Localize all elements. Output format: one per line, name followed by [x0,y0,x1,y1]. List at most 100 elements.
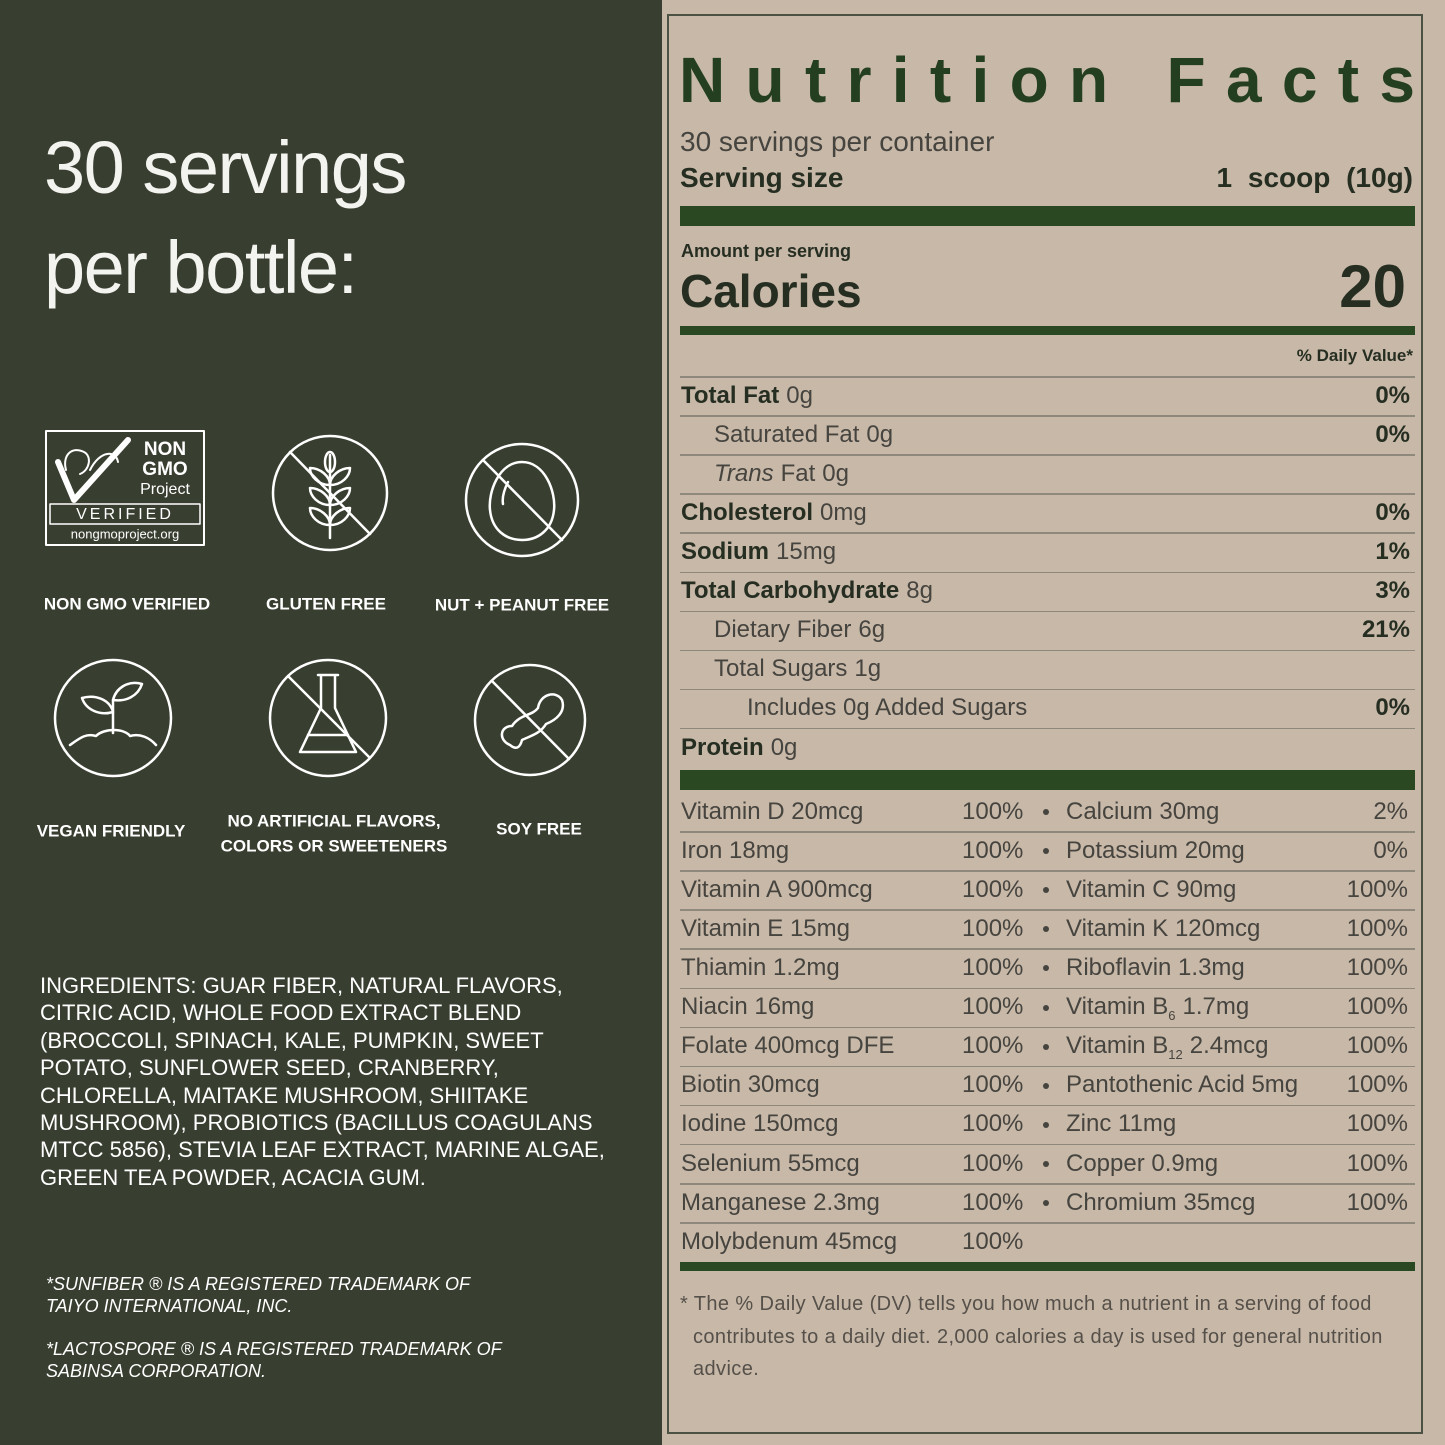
vitamin-name: Vitamin B12 2.4mcg [1066,1032,1268,1070]
vitamin-name: Zinc 11mg [1066,1110,1176,1139]
nutrient-name: Sodium [681,538,769,565]
vitamin-daily-value: 100% [962,954,1024,981]
vitamin-label: Molybdenum 45mcg [681,1227,898,1255]
nutrient-amount: 1g [854,655,882,683]
nutrient-row: Dietary Fiber 6g [714,616,885,645]
vitamin-daily-value: 100% [962,1032,1024,1060]
vitamin-label: Riboflavin 1.3mg [1066,954,1245,981]
nutrient-name: Total Carbohydrate [681,577,900,605]
bullet [1043,926,1049,933]
nutrient-row: Protein 0g [681,734,797,763]
vitamin-daily-value: 100% [962,875,1024,903]
rule [680,1104,1415,1107]
rule [680,1065,1415,1068]
vitamin-label: Copper 0.9mg [1066,1149,1219,1177]
vitamin-label: Vitamin C 90mg [1066,875,1237,903]
vitamin-daily-value: 100% [1346,954,1408,981]
rule [680,649,1415,652]
nutrient-name: Dietary Fiber [714,616,852,644]
nutrient-amount: 6g [858,616,886,644]
bullet [1043,1121,1049,1128]
rule [680,454,1415,456]
daily-value: 0% [1375,420,1410,448]
vitamin-label: Vitamin K 120mcg [1066,914,1261,942]
bullet [1043,1200,1049,1206]
badge-label: NON GMO VERIFIED [44,594,210,613]
nutrition-title: Nutrition Facts [679,50,1415,116]
vitamin-name: Manganese 2.3mg [681,1189,880,1218]
nutrient-row: Cholesterol 0mg [681,499,867,528]
daily-value: 0% [1375,694,1410,722]
logo-text: NON [144,439,186,460]
rule [680,1222,1415,1224]
rule [680,571,1415,573]
vitamin-daily-value: 0% [1373,836,1408,864]
rule [680,831,1415,833]
bullet [1043,1082,1049,1089]
vitamin-daily-value: 100% [1346,1149,1408,1177]
vitamin-daily-value: 100% [962,1071,1024,1099]
vitamin-name: Vitamin B6 1.7mg [1066,993,1249,1031]
nutrient-row: Includes 0g Added Sugars [747,694,1027,723]
vitamin-daily-value: 100% [962,1110,1024,1138]
heading-line: 30 servings [44,126,407,209]
rule [680,948,1415,950]
vitamin-name: Chromium 35mcg [1066,1189,1255,1218]
vitamin-label: Vitamin B [1066,1032,1169,1060]
vitamin-daily-value: 100% [962,993,1024,1021]
rule [680,1183,1415,1185]
thick-rule [680,770,1415,790]
vitamin-daily-value: 100% [962,914,1024,942]
vitamin-name: Riboflavin 1.3mg [1066,954,1245,983]
nutrient-name: Cholesterol [681,498,814,526]
vitamin-daily-value: 100% [1346,875,1408,903]
daily-value: 1% [1375,538,1410,565]
vitamin-name: Vitamin E 15mg [681,915,850,944]
badge-label: NUT + PEANUT FREE [435,595,609,614]
rule [680,1143,1415,1146]
thick-rule [680,206,1415,226]
rule [680,987,1415,989]
vitamin-daily-value: 100% [1346,1032,1408,1060]
rule [680,1026,1415,1029]
nutrient-amount: 15mg [776,538,837,565]
nut-free-icon [464,442,580,558]
rule [680,688,1415,691]
vitamin-name: Selenium 55mcg [681,1150,860,1179]
vitamin-label: Niacin 16mg [681,993,815,1021]
daily-value-header: % Daily Value* [1296,345,1413,365]
nutrient-amount: 0g [786,381,813,409]
nutrient-amount: 0g [770,733,798,761]
logo-text: VERIFIED [76,506,174,523]
daily-value: 21% [1361,616,1410,644]
nutrient-name: Fat [780,459,816,487]
vitamin-name: Biotin 30mcg [681,1071,820,1100]
vitamin-label: Calcium 30mg [1066,797,1220,825]
rule [680,376,1415,378]
bullet [1043,887,1049,894]
vitamin-daily-value: 100% [1346,1071,1408,1099]
vitamin-daily-value: 100% [1346,1188,1408,1216]
badge-icons: NON GMO Project VERIFIED nongmoproject.o… [37,430,609,855]
vitamin-label: Vitamin D 20mcg [681,797,864,825]
title-box: Nutrition Facts [679,50,1415,116]
vitamin-label: Chromium 35mcg [1066,1188,1256,1216]
vitamin-daily-value: 100% [1346,1110,1408,1138]
nutrient-row: Total Fat 0g [681,382,813,411]
bullet [1043,965,1049,972]
badge-label: NO ARTIFICIAL FLAVORS, [227,811,440,830]
vitamin-amount: 2.4mcg [1189,1032,1269,1060]
daily-value: 3% [1375,577,1410,605]
gluten-free-icon [271,434,389,552]
nutrient-amount: 0mg [820,498,867,526]
vitamin-name: Vitamin A 900mcg [681,876,873,905]
nutrient-name: Saturated Fat [714,420,860,448]
vitamin-name: Folate 400mcg DFE [681,1032,894,1061]
vitamin-daily-value: 2% [1373,797,1408,825]
vitamin-name: Vitamin C 90mg [1066,876,1236,905]
vitamin-name: Vitamin D 20mcg [681,798,863,827]
soy-free-icon [473,663,587,777]
trademark-note: *LACTOSPORE ® IS A REGISTERED TRADEMARK … [46,1339,502,1381]
vitamin-name: Iron 18mg [681,837,789,866]
